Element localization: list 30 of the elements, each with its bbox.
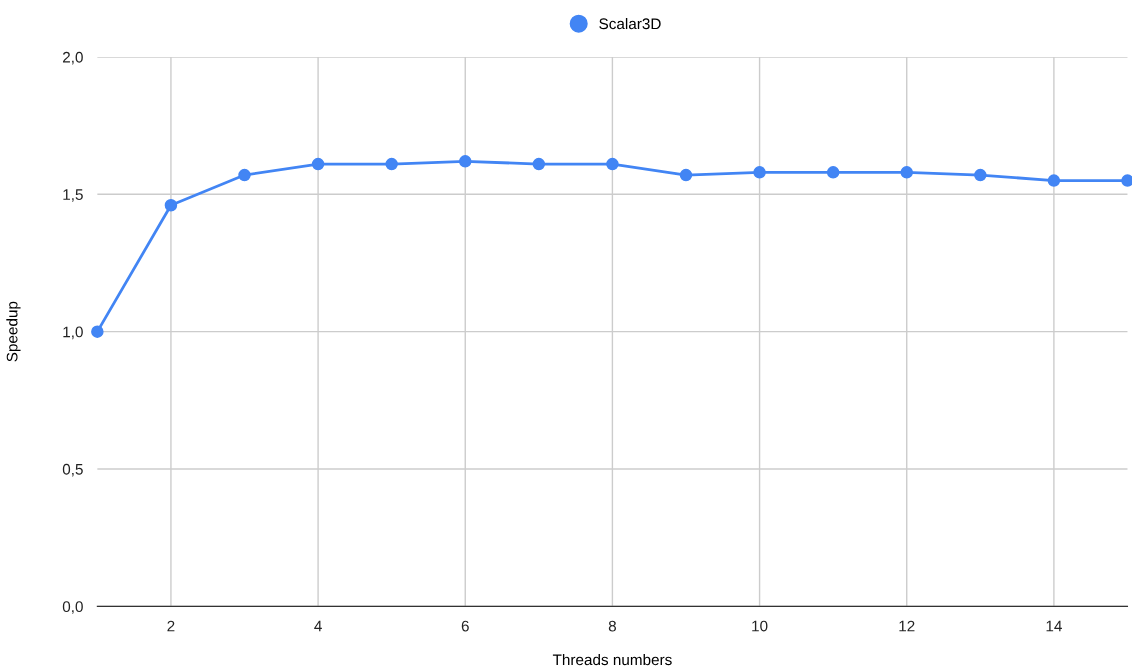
x-tick-label: 10 (752, 620, 768, 632)
point (311, 157, 325, 171)
x-tick-label: 14 (1046, 620, 1062, 632)
point (900, 166, 913, 179)
point (1121, 174, 1132, 187)
point (753, 166, 766, 179)
legend-label: Scalar3D (599, 17, 661, 30)
point (679, 168, 693, 182)
point (459, 155, 472, 168)
y-tick-label: 1,0 (63, 326, 83, 340)
x-tick-label: 8 (608, 620, 616, 632)
point (91, 325, 104, 338)
x-tick-label: 2 (167, 620, 175, 632)
point (606, 157, 619, 171)
y-axis-title: Speedup (6, 301, 21, 362)
y-tick-label: 1,5 (63, 189, 83, 202)
point (532, 157, 546, 171)
x-axis-title: Threads numbers (552, 653, 672, 666)
point (238, 168, 251, 182)
y-tick-label: 2,0 (63, 51, 83, 65)
point (974, 168, 987, 182)
x-tick-label: 4 (314, 620, 322, 632)
point (164, 199, 178, 212)
point (385, 157, 398, 171)
y-tick-label: 0,0 (62, 601, 83, 614)
x-tick-label: 12 (899, 620, 915, 632)
point (826, 166, 840, 179)
y-tick-label: 0,5 (62, 463, 83, 477)
x-tick-label: 6 (461, 620, 469, 632)
point (1047, 174, 1061, 187)
